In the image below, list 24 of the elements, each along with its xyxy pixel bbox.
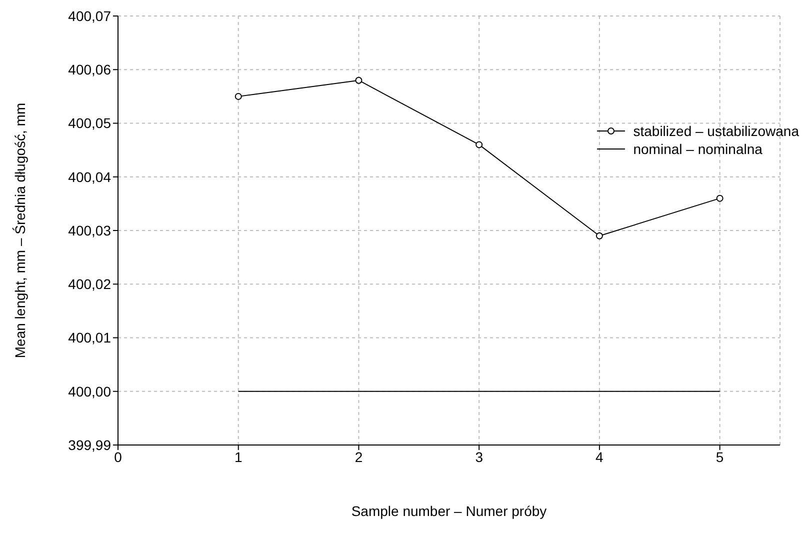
x-tick-label: 4 [596,448,604,465]
x-axis-title: Sample number – Numer próby [351,503,547,519]
x-tick-label: 5 [716,448,724,465]
y-tick-label: 400,00 [68,383,112,400]
y-tick-label: 400,06 [68,62,112,78]
x-tick-label: 3 [475,448,484,465]
legend-label: stabilized – ustabilizowana [633,123,799,139]
x-tick-label: 2 [354,448,363,465]
y-tick-label: 400,02 [68,276,112,292]
y-tick-label: 400,04 [68,168,112,185]
point [596,232,603,240]
x-tick-label: 1 [234,448,242,465]
y-axis-title: Mean lenght, mm – Średnia długość, mm [12,102,28,358]
y-tick-label: 400,05 [68,115,112,132]
point [716,194,724,202]
y-tick-label: 399,99 [68,436,112,453]
y-tick-label: 400,01 [68,330,112,346]
legend-label: nominal – nominalna [633,141,762,157]
point [476,141,483,148]
y-tick-label: 400,03 [68,222,112,238]
point [234,92,242,100]
point [355,76,362,84]
x-tick-label: 0 [114,448,122,465]
y-tick-label: 400,07 [68,8,112,24]
